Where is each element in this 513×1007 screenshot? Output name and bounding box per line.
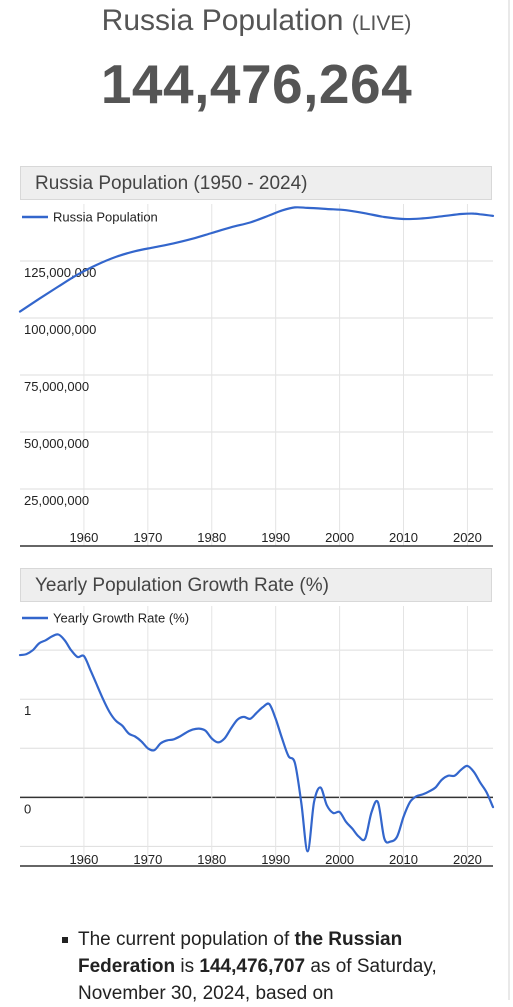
x-tick-label: 1990 — [261, 530, 290, 545]
series-line — [18, 206, 495, 313]
population-chart[interactable]: Russia Population (1950 - 2024) 25,000,0… — [18, 166, 495, 550]
x-tick-label: 1960 — [69, 852, 98, 867]
x-tick-label: 1990 — [261, 852, 290, 867]
summary-text: as of Saturday, November 30, 2024, based… — [78, 956, 437, 1004]
x-tick-label: 2010 — [389, 852, 418, 867]
x-tick-label: 2010 — [389, 530, 418, 545]
series-line — [18, 633, 495, 853]
chart-title: Russia Population (1950 - 2024) — [20, 166, 492, 200]
growth-rate-chart-svg[interactable]: 0 1 1960 1970 1980 1990 2000 2010 2020 Yearly Gro… — [18, 568, 495, 874]
y-tick-label: 125,000,000 — [24, 265, 96, 280]
title-text: Russia Population — [101, 4, 344, 37]
page-edge-rule — [508, 0, 510, 1000]
x-tick-label: 1960 — [69, 530, 98, 545]
x-tick-label: 1970 — [133, 530, 162, 545]
population-summary-bullet: The current population of the Russian Fe… — [62, 926, 498, 1007]
x-tick-label: 1970 — [133, 852, 162, 867]
y-tick-label: 50,000,000 — [24, 436, 89, 451]
x-tick-label: 2000 — [325, 530, 354, 545]
y-tick-label: 0 — [24, 801, 31, 816]
legend: Russia Population — [22, 210, 158, 225]
x-tick-label: 2020 — [453, 530, 482, 545]
x-tick-label: 1980 — [197, 530, 226, 545]
bullet-marker — [62, 937, 68, 943]
y-tick-label: 25,000,000 — [24, 493, 89, 508]
country-name: the Russian Federation — [78, 929, 403, 977]
x-tick-label: 2020 — [453, 852, 482, 867]
legend: Yearly Growth Rate (%) — [22, 611, 189, 626]
summary-text: is — [175, 956, 200, 977]
y-tick-label: 100,000,000 — [24, 322, 96, 337]
growth-rate-chart[interactable]: Yearly Population Growth Rate (%) 0 1 1960… — [18, 568, 495, 874]
summary-text: The current population of — [78, 929, 295, 950]
population-chart-svg[interactable]: 25,000,000 50,000,000 75,000,000 100,000,00… — [18, 166, 495, 550]
page-title: Russia Population (LIVE) — [0, 4, 513, 38]
live-population-counter: 144,476,264 — [100, 53, 413, 115]
y-tick-label: 1 — [24, 703, 31, 718]
chart-title: Yearly Population Growth Rate (%) — [20, 568, 492, 602]
legend-label: Russia Population — [53, 210, 158, 225]
live-label: (LIVE) — [351, 12, 412, 35]
x-tick-label: 2000 — [325, 852, 354, 867]
legend-label: Yearly Growth Rate (%) — [53, 611, 189, 626]
population-value: 144,476,707 — [199, 956, 306, 977]
y-tick-label: 75,000,000 — [24, 379, 89, 394]
x-tick-label: 1980 — [197, 852, 226, 867]
